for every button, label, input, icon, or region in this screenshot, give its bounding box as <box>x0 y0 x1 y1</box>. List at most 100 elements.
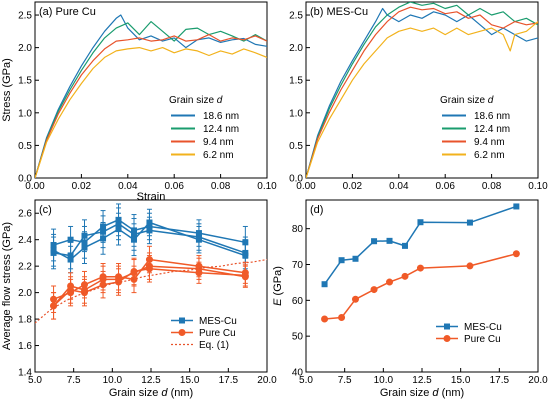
legend-label: 12.4 nm <box>474 124 510 135</box>
x-tick-label: 15.0 <box>180 375 200 386</box>
x-tick-label: 7.5 <box>67 375 81 386</box>
legend-title: Grain size d <box>440 95 494 106</box>
legend-label: 9.4 nm <box>474 137 505 148</box>
y-tick-label: 2.2 <box>18 262 32 273</box>
x-tick-label: 0.08 <box>211 181 231 192</box>
x-axis-label: Grain size d (nm) <box>109 387 193 399</box>
y-tick-label: 1.6 <box>18 341 32 352</box>
y-tick-label: 0.0 <box>18 174 32 185</box>
y-tick-label: 0.0 <box>289 174 303 185</box>
x-tick-label: 20.0 <box>257 375 277 386</box>
legend-marker <box>178 329 186 336</box>
x-tick-label: 10.0 <box>103 375 123 386</box>
legend: Grain size d 18.6 nm 12.4 nm 9.4 nm 6.2 nm <box>440 95 510 161</box>
series-mes-cu-point <box>67 236 74 243</box>
series-9-4-nm-line <box>35 33 267 178</box>
y-tick-label: 2.4 <box>18 235 32 246</box>
series-pure-cu-point <box>130 267 138 275</box>
series-pure-cu-point <box>370 286 378 294</box>
x-tick-label: 0.08 <box>482 181 502 192</box>
series-mes-cu-point <box>115 226 122 233</box>
x-tick-label: 0.06 <box>435 181 455 192</box>
panel-title: (d) <box>310 204 323 216</box>
x-axis-label-part: (nm) <box>439 387 465 399</box>
series-mes-cu-point <box>417 219 424 226</box>
y-tick-label: 2.5 <box>18 11 32 22</box>
series-mes-cu-point <box>130 236 137 243</box>
series-pure-cu-point <box>401 272 409 280</box>
series-pure-cu-point <box>99 281 107 289</box>
legend-label: 18.6 nm <box>203 111 239 122</box>
plot-frame <box>34 1 268 179</box>
y-tick-label: 0.5 <box>289 141 303 152</box>
series-pure-cu-point <box>67 286 75 294</box>
y-tick-label: 1.0 <box>289 108 303 119</box>
legend-marker <box>444 323 450 330</box>
data-layer <box>321 203 520 323</box>
x-axis-label-part: Grain size <box>380 387 433 399</box>
x-axis-label-var: d <box>161 387 168 399</box>
x-tick-label: 12.5 <box>412 375 432 386</box>
series-pure-cu-point <box>145 265 153 273</box>
y-tick-label: 60 <box>292 296 304 307</box>
panel-title: (c) <box>39 204 52 216</box>
legend-label: Eq. (1) <box>199 340 229 351</box>
legend-label: 18.6 nm <box>474 111 510 122</box>
series-pure-cu-point <box>351 295 359 303</box>
x-tick-label: 5.0 <box>299 375 313 386</box>
data-layer <box>35 203 267 324</box>
series-pure-cu-point <box>512 250 520 258</box>
x-tick-label: 12.5 <box>141 375 161 386</box>
y-tick-label: 1.5 <box>289 76 303 87</box>
x-tick-label: 0.06 <box>164 181 184 192</box>
x-tick-label: 0.00 <box>25 181 45 192</box>
series-mes-cu-point <box>338 257 345 264</box>
series-9-4-nm-line <box>306 6 538 178</box>
x-tick-label: 0.04 <box>389 181 409 192</box>
x-tick-label: 17.5 <box>219 375 239 386</box>
x-axis-label-var: d <box>432 387 439 399</box>
series-mes-cu-point <box>321 281 328 288</box>
x-tick-label: 0.02 <box>72 181 92 192</box>
y-tick-label: 80 <box>292 224 304 235</box>
y-tick-label: 0.5 <box>18 141 32 152</box>
y-tick-label: 70 <box>292 260 304 271</box>
x-axis-label: Grain size d (nm) <box>380 387 464 399</box>
y-axis-label: E (GPa) <box>272 266 284 306</box>
legend-label: 12.4 nm <box>203 124 239 135</box>
y-tick-label: 2.0 <box>18 288 32 299</box>
legend-label: 6.2 nm <box>474 150 505 161</box>
series-pure-cu-point <box>80 289 88 297</box>
legend-title-part: Grain size <box>169 95 217 106</box>
series-pure-cu-line <box>324 253 517 320</box>
series-eq-1--line <box>35 258 267 324</box>
series-mes-cu-point <box>466 219 473 226</box>
y-axis-label-var: E <box>272 298 284 306</box>
series-pure-cu-point <box>466 262 474 270</box>
series-mes-cu-point <box>81 244 88 251</box>
series-18-6-nm-line <box>35 14 267 178</box>
legend-title-var: d <box>217 95 223 106</box>
series-mes-cu-point <box>513 203 520 210</box>
legend-title: Grain size d <box>169 95 223 106</box>
series-mes-cu-point <box>67 256 74 263</box>
series-pure-cu-point <box>338 314 346 322</box>
y-tick-label: 40 <box>292 368 304 379</box>
y-axis-label: Stress (GPa) <box>1 58 13 122</box>
series-pure-cu-point <box>195 269 203 277</box>
series-mes-cu-point <box>386 237 393 244</box>
x-tick-label: 5.0 <box>28 375 42 386</box>
y-axis-label-part: (GPa) <box>272 266 284 298</box>
legend-marker <box>443 335 451 342</box>
y-tick-label: 1.8 <box>18 315 32 326</box>
legend-marker <box>179 317 185 324</box>
series-12-4-nm-line <box>306 2 538 178</box>
x-tick-label: 0.10 <box>257 181 277 192</box>
series-mes-cu-point <box>352 255 359 262</box>
series-12-4-nm-line <box>35 21 267 178</box>
series-mes-cu-line <box>323 205 517 285</box>
series-pure-cu-point <box>50 302 58 310</box>
series-mes-cu-point <box>100 235 107 242</box>
